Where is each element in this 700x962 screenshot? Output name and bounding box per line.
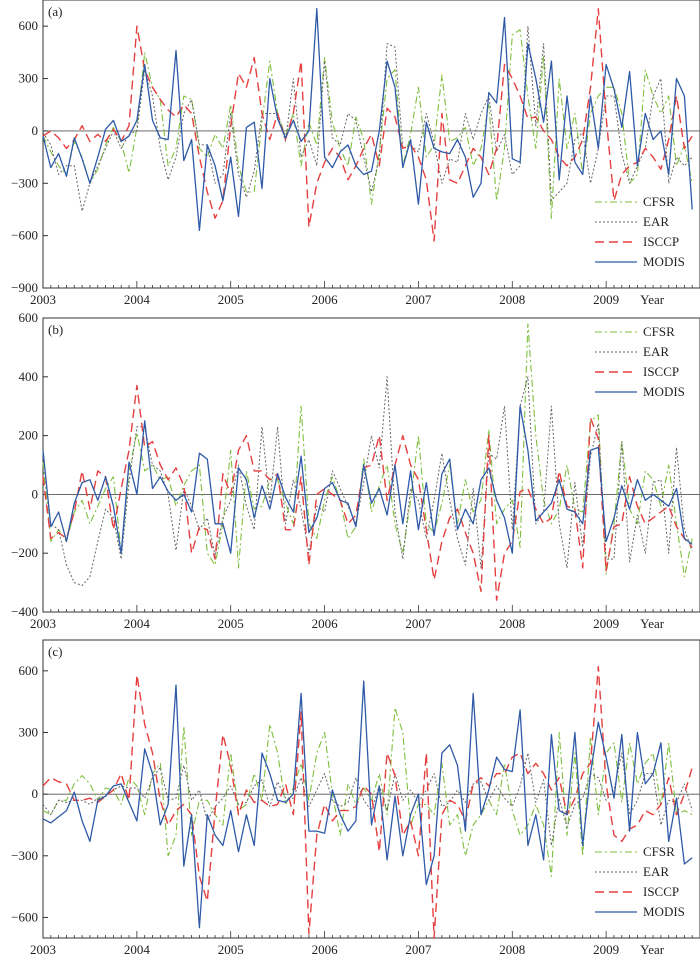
plot-frame <box>42 317 700 613</box>
y-tick-label: −200 <box>11 545 38 560</box>
y-tick-label: −600 <box>11 228 38 243</box>
y-tick-label: 300 <box>19 71 39 86</box>
legend-label: CFSR <box>643 844 675 859</box>
legend-label: MODIS <box>643 904 685 919</box>
x-axis-label: Year <box>640 942 665 957</box>
y-tick-label: 600 <box>19 18 39 33</box>
y-tick-label: 600 <box>19 663 39 678</box>
x-tick-label: 2009 <box>593 942 619 957</box>
y-tick-label: −900 <box>11 280 38 295</box>
series-line-ear <box>42 376 693 586</box>
x-tick-label: 2007 <box>405 292 432 307</box>
y-tick-label: 400 <box>19 369 39 384</box>
x-tick-label: 2004 <box>124 942 151 957</box>
panel-label: (b) <box>48 322 63 337</box>
y-tick-label: 600 <box>19 310 39 325</box>
x-tick-label: 2009 <box>593 616 619 631</box>
legend-label: ISCCP <box>643 884 679 899</box>
panel-c: −600 −300 0 300 600 2003 2004 2005 2006 2007 2008 2… <box>11 639 700 957</box>
legend-label: EAR <box>643 864 669 879</box>
legend-label: CFSR <box>643 324 675 339</box>
y-tick-label: −400 <box>11 604 38 619</box>
panel-label: (c) <box>48 644 62 659</box>
y-tick-label: −300 <box>11 848 38 863</box>
x-tick-label: 2007 <box>405 942 432 957</box>
legend-label: EAR <box>643 214 669 229</box>
series-line-cfsr <box>42 323 693 578</box>
x-axis-label: Year <box>640 292 665 307</box>
x-tick-label: 2004 <box>124 292 151 307</box>
series-line-ear <box>42 752 693 846</box>
y-tick-label: −300 <box>11 175 38 190</box>
x-tick-label: 2008 <box>499 292 525 307</box>
panel-label: (a) <box>48 4 62 19</box>
series-line-modis <box>42 8 693 232</box>
y-tick-label: 0 <box>32 123 39 138</box>
series-line-isccp <box>42 666 693 939</box>
series-line-modis <box>42 680 693 929</box>
y-tick-label: 300 <box>19 724 39 739</box>
x-tick-label: 2005 <box>218 292 244 307</box>
panel-b: −400 −200 0 200 400 600 2003 2004 2005 2006 2007 20… <box>11 310 700 631</box>
series-line-isccp <box>42 7 693 242</box>
legend-label: MODIS <box>643 384 685 399</box>
x-tick-label: 2008 <box>499 942 525 957</box>
series-line-ear <box>42 25 693 212</box>
panel-a: −900 −600 −300 0 300 600 2003 2004 2005 2006 2007 2… <box>11 0 700 307</box>
legend-label: MODIS <box>643 254 685 269</box>
legend-label: ISCCP <box>643 234 679 249</box>
x-tick-label: 2005 <box>218 942 244 957</box>
x-tick-label: 2003 <box>30 292 56 307</box>
y-tick-label: −600 <box>11 909 38 924</box>
x-tick-label: 2006 <box>312 942 339 957</box>
x-tick-label: 2008 <box>499 616 525 631</box>
plot-frame <box>42 639 700 939</box>
series-line-cfsr <box>42 707 693 877</box>
x-axis-label: Year <box>640 616 665 631</box>
legend-label: CFSR <box>643 194 675 209</box>
x-tick-label: 2007 <box>405 616 432 631</box>
x-tick-label: 2003 <box>30 942 56 957</box>
x-tick-label: 2005 <box>218 616 244 631</box>
y-tick-label: 0 <box>32 486 39 501</box>
series-line-isccp <box>42 384 693 601</box>
y-tick-label: 0 <box>32 786 39 801</box>
x-tick-label: 2009 <box>593 292 619 307</box>
x-tick-label: 2004 <box>124 616 151 631</box>
series-line-modis <box>42 405 693 554</box>
y-tick-label: 200 <box>19 428 39 443</box>
legend-label: ISCCP <box>643 364 679 379</box>
x-tick-label: 2003 <box>30 616 56 631</box>
x-tick-label: 2006 <box>312 616 339 631</box>
legend-label: EAR <box>643 344 669 359</box>
x-tick-label: 2006 <box>312 292 339 307</box>
